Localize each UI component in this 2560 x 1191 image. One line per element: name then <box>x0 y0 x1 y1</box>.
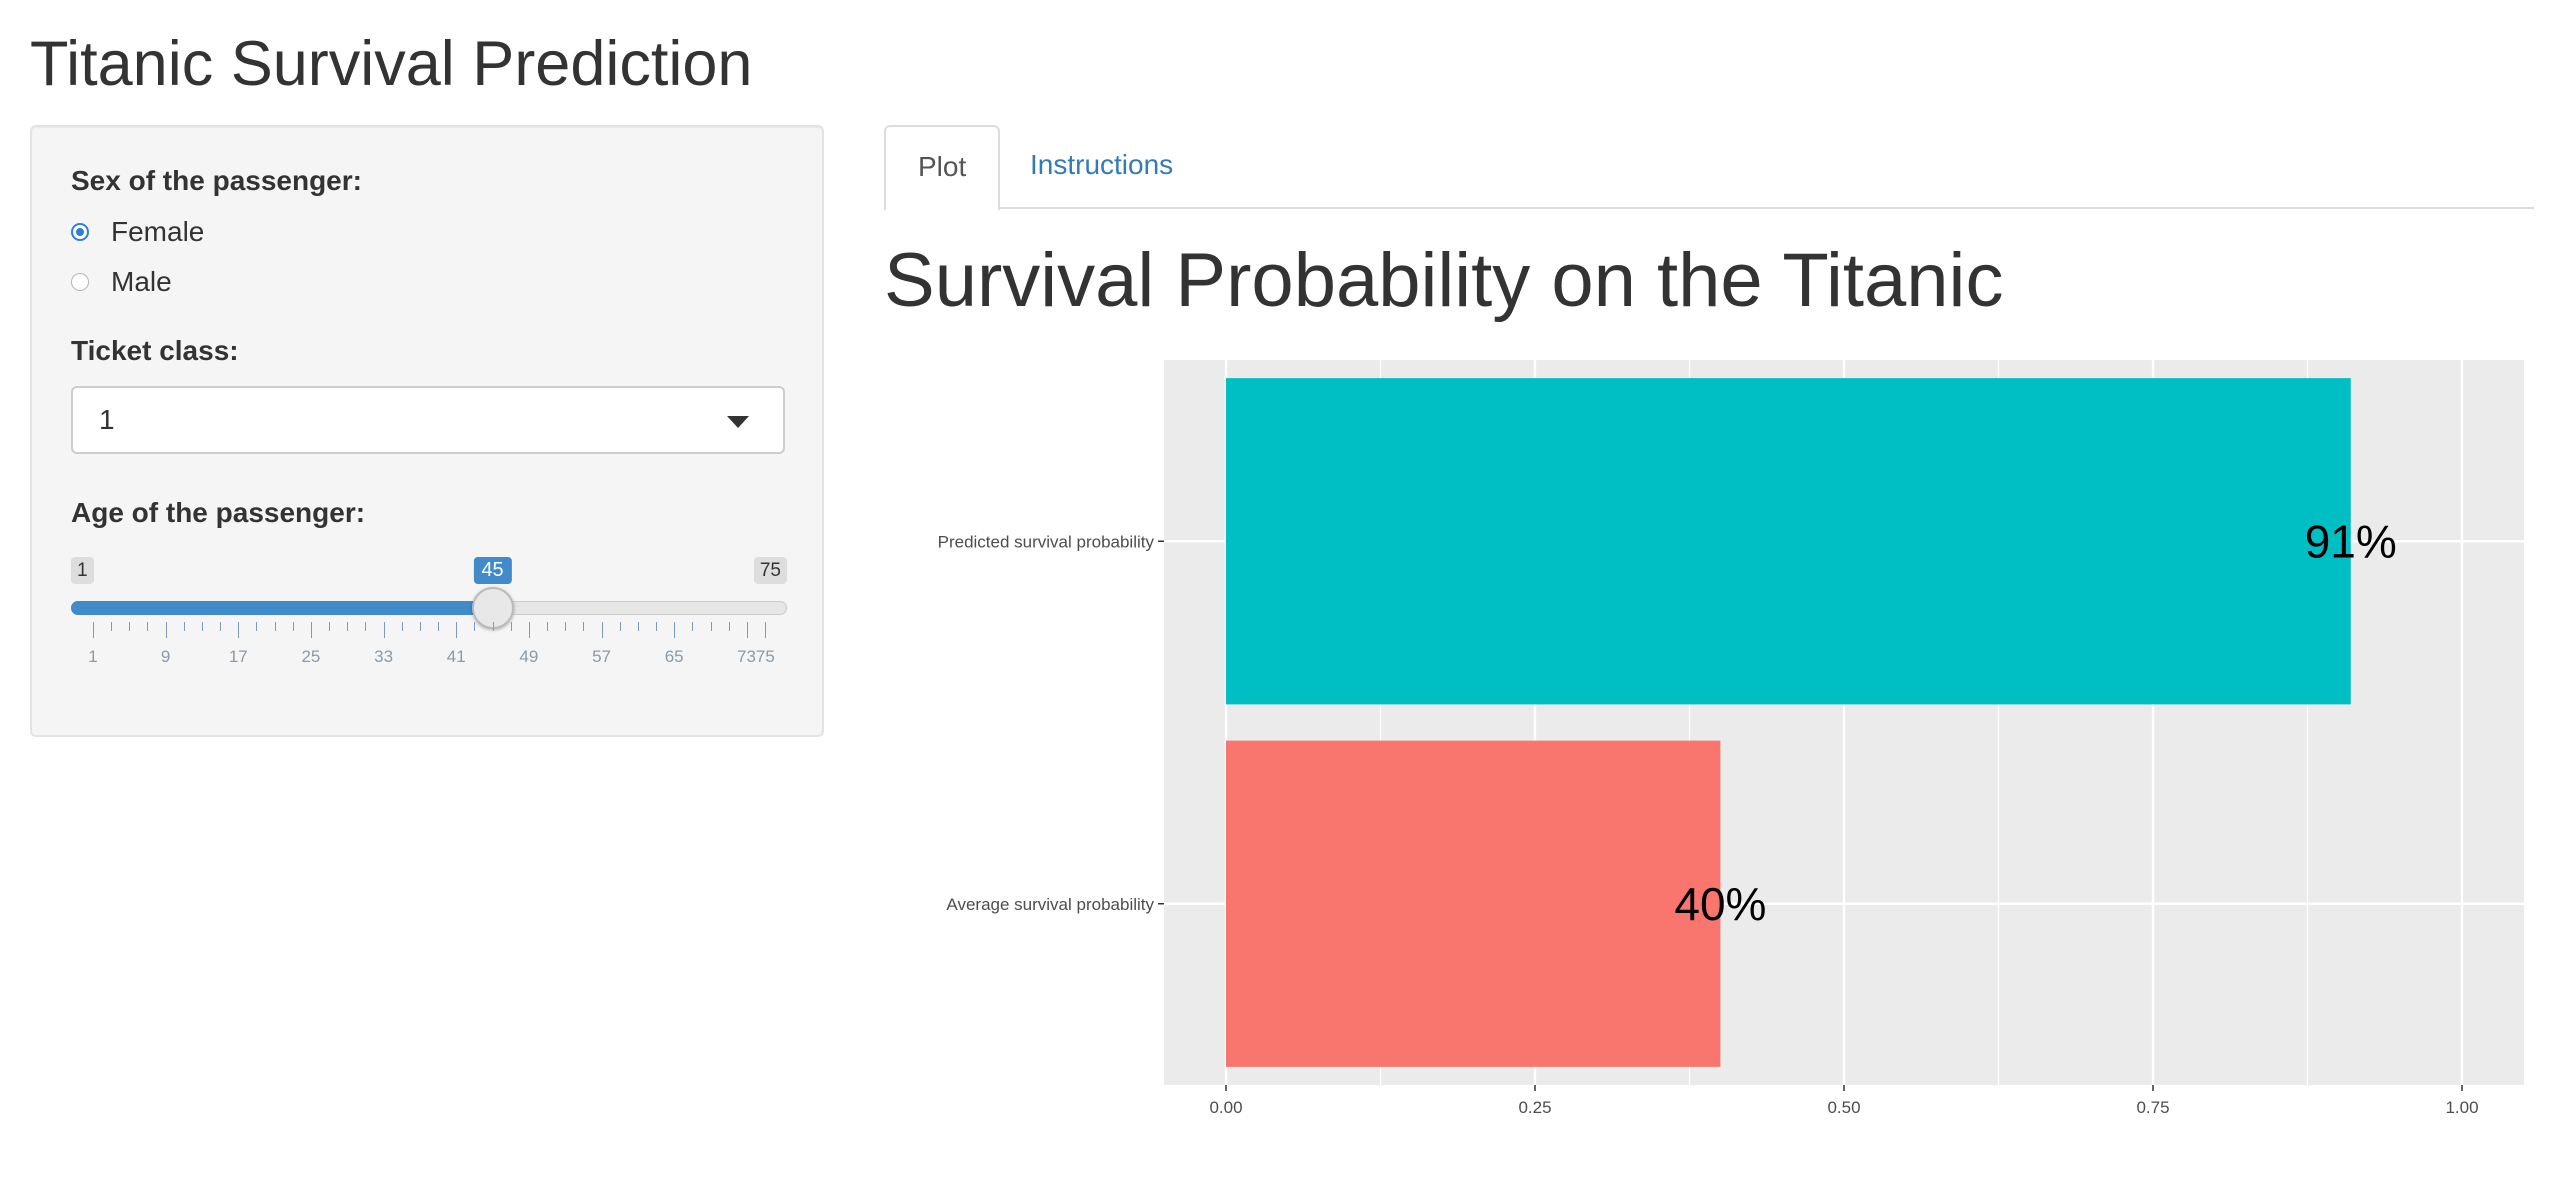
x-tick-label: 0.50 <box>1827 1098 1860 1117</box>
slider-handle[interactable] <box>471 587 514 629</box>
bar-average <box>1226 740 1721 1067</box>
slider-tick <box>728 622 730 631</box>
slider-tick <box>419 622 421 631</box>
slider-tick <box>746 622 748 638</box>
app-title: Titanic Survival Prediction <box>30 29 753 99</box>
ticket-class-select[interactable]: 1 <box>71 386 785 454</box>
slider-tick <box>547 622 549 631</box>
slider-fill <box>71 601 493 615</box>
slider-tick <box>238 622 240 638</box>
slider-tick-label: 41 <box>446 647 466 666</box>
data-label: 91% <box>2305 515 2397 567</box>
slider-value-bubble: 45 <box>473 557 512 584</box>
tab-instructions[interactable]: Instructions <box>1030 149 1174 180</box>
radio-female[interactable]: Female <box>71 212 204 252</box>
age-slider[interactable]: 1 75 45 1 9 17 25 33 41 49 57 65 7375 <box>71 547 787 667</box>
slider-tick-label: 33 <box>374 647 394 666</box>
bar-predicted <box>1226 378 2351 705</box>
slider-tick <box>201 622 203 631</box>
slider-tick <box>183 622 185 631</box>
slider-min-label: 1 <box>71 557 94 584</box>
tab-bar: Plot Instructions <box>884 125 2534 211</box>
slider-tick <box>619 622 621 631</box>
radio-male[interactable]: Male <box>71 262 172 302</box>
slider-tick <box>292 622 294 631</box>
ticket-class-value: 1 <box>99 404 115 435</box>
slider-tick <box>583 622 585 631</box>
slider-tick <box>474 622 476 631</box>
data-label: 40% <box>1674 878 1766 930</box>
plot-title: Survival Probability on the Titanic <box>884 238 2004 323</box>
slider-tick <box>220 622 222 631</box>
x-tick-label: 0.75 <box>2136 1098 2169 1117</box>
slider-tick-label: 17 <box>228 647 248 666</box>
slider-tick <box>637 622 639 631</box>
tab-plot[interactable]: Plot <box>884 125 1001 211</box>
slider-tick <box>310 622 312 638</box>
slider-tick <box>492 622 494 631</box>
slider-tick <box>456 622 458 638</box>
slider-tick <box>401 622 403 631</box>
slider-tick <box>674 622 676 638</box>
slider-tick-label: 65 <box>664 647 684 666</box>
slider-max-label: 75 <box>753 557 787 584</box>
survival-bar-chart: 0.00 0.25 0.50 0.75 1.00 91% Predicted surviva… <box>938 360 2524 1117</box>
slider-tick <box>528 622 530 638</box>
slider-tick <box>765 622 766 638</box>
y-tick-label: Predicted survival probability <box>938 532 1155 551</box>
radio-male-label: Male <box>111 266 172 297</box>
slider-tick <box>601 622 603 638</box>
slider-tick-label: 9 <box>160 647 171 666</box>
slider-tick <box>165 622 167 638</box>
slider-tick-label: 7375 <box>736 647 775 666</box>
slider-tick-label: 25 <box>301 647 321 666</box>
slider-tick <box>365 622 367 631</box>
radio-female-dot[interactable] <box>71 223 89 241</box>
slider-tick-label: 49 <box>519 647 539 666</box>
slider-tick <box>438 622 440 631</box>
sex-label: Sex of the passenger: <box>71 165 362 196</box>
slider-tick-label: 57 <box>592 647 611 666</box>
slider-tick <box>256 622 258 631</box>
ticket-class-label: Ticket class: <box>71 335 239 366</box>
slider-tick <box>93 622 94 638</box>
slider-tick-label: 1 <box>88 647 98 666</box>
slider-tick <box>510 622 512 631</box>
slider-tick <box>656 622 658 631</box>
x-tick-label: 0.25 <box>1518 1098 1551 1117</box>
x-tick-label: 1.00 <box>2445 1098 2478 1117</box>
slider-tick <box>383 622 385 638</box>
slider-tick <box>565 622 567 631</box>
slider-tick <box>147 622 149 631</box>
slider-tick <box>347 622 349 631</box>
slider-tick <box>129 622 131 631</box>
radio-male-dot[interactable] <box>71 273 89 291</box>
slider-tick <box>111 622 113 631</box>
slider-tick <box>274 622 276 631</box>
slider-tick <box>329 622 331 631</box>
radio-female-label: Female <box>111 216 205 247</box>
slider-tick <box>710 622 712 631</box>
sidebar-panel: Sex of the passenger: Female Male Ticket… <box>30 125 824 737</box>
chevron-down-icon <box>727 416 749 428</box>
slider-tick <box>692 622 694 631</box>
y-tick-label: Average survival probability <box>946 895 1154 914</box>
age-label: Age of the passenger: <box>71 497 366 528</box>
x-tick-label: 0.00 <box>1209 1098 1242 1117</box>
